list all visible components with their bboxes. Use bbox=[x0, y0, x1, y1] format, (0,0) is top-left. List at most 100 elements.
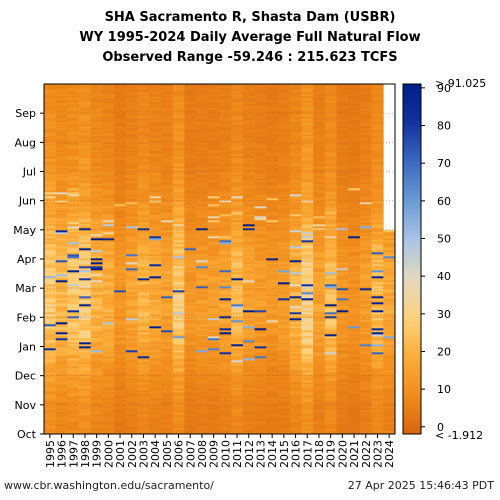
heatmap-cell bbox=[348, 114, 361, 117]
heatmap-cell bbox=[172, 158, 185, 161]
heatmap-cell bbox=[137, 340, 150, 343]
heatmap-cell bbox=[207, 216, 220, 219]
heatmap-cell bbox=[90, 264, 103, 267]
heatmap-cell bbox=[278, 390, 290, 393]
heatmap-cell bbox=[254, 122, 267, 125]
heatmap-cell bbox=[196, 206, 209, 209]
heatmap-cell bbox=[278, 124, 290, 127]
heatmap-cell bbox=[301, 220, 314, 223]
heatmap-cell bbox=[359, 378, 372, 381]
heatmap-cell bbox=[149, 208, 162, 211]
heatmap-cell bbox=[149, 336, 162, 339]
heatmap-cell bbox=[44, 280, 56, 283]
heatmap-cell bbox=[184, 116, 197, 119]
heatmap-cell bbox=[161, 142, 173, 145]
heatmap-cell bbox=[324, 296, 337, 299]
heatmap-cell bbox=[278, 240, 290, 243]
heatmap-cell bbox=[149, 364, 162, 367]
heatmap-cell bbox=[137, 240, 150, 243]
heatmap-cell bbox=[196, 424, 209, 427]
heatmap-cell bbox=[172, 102, 185, 105]
heatmap-cell bbox=[324, 418, 337, 421]
heatmap-cell bbox=[114, 350, 127, 353]
heatmap-cell bbox=[242, 152, 255, 155]
heatmap-cell bbox=[114, 180, 127, 183]
heatmap-cell bbox=[266, 168, 279, 171]
heatmap-cell bbox=[266, 404, 279, 407]
heatmap-cell bbox=[348, 370, 361, 373]
heatmap-cell bbox=[278, 284, 290, 287]
heatmap-cell bbox=[348, 130, 361, 133]
heatmap-cell bbox=[359, 150, 372, 153]
heatmap-cell bbox=[301, 100, 314, 103]
heatmap-cell bbox=[184, 224, 197, 227]
heatmap-cell bbox=[125, 428, 138, 431]
heatmap-cell bbox=[301, 152, 314, 155]
heatmap-cell bbox=[79, 128, 92, 131]
heatmap-cell bbox=[336, 224, 349, 227]
heatmap-cell bbox=[137, 160, 150, 163]
heatmap-cell bbox=[278, 396, 290, 399]
heatmap-cell bbox=[348, 94, 361, 97]
heatmap-cell bbox=[161, 148, 173, 151]
heatmap-cell bbox=[149, 280, 162, 283]
heatmap-cell bbox=[184, 276, 197, 279]
heatmap-cell bbox=[55, 228, 68, 231]
heatmap-cell bbox=[254, 128, 267, 131]
heatmap-cell bbox=[348, 296, 361, 299]
heatmap-cell bbox=[196, 346, 209, 349]
heatmap-cell bbox=[44, 396, 56, 399]
heatmap-cell bbox=[266, 276, 279, 279]
heatmap-cell bbox=[359, 276, 372, 279]
heatmap-cell bbox=[324, 170, 337, 173]
heatmap-cell bbox=[102, 218, 115, 221]
heatmap-cell bbox=[137, 324, 150, 327]
heatmap-cell bbox=[172, 114, 185, 117]
heatmap-cell bbox=[184, 182, 197, 185]
heatmap-cell bbox=[266, 332, 279, 335]
heatmap-cell bbox=[114, 426, 127, 429]
heatmap-cell bbox=[114, 414, 127, 417]
heatmap-cell bbox=[348, 430, 361, 433]
heatmap-cell bbox=[219, 360, 232, 363]
heatmap-cell bbox=[102, 84, 115, 87]
heatmap-cell bbox=[336, 94, 349, 97]
heatmap-cell bbox=[125, 254, 138, 257]
heatmap-cell bbox=[102, 268, 115, 271]
heatmap-cell bbox=[79, 396, 92, 399]
heatmap-cell bbox=[149, 222, 162, 225]
heatmap-cell bbox=[254, 98, 267, 101]
heatmap-cell bbox=[125, 198, 138, 201]
heatmap-cell bbox=[278, 358, 290, 361]
heatmap-cell bbox=[90, 274, 103, 277]
heatmap-cell bbox=[67, 280, 80, 283]
heatmap-cell bbox=[313, 118, 326, 121]
heatmap-cell bbox=[242, 228, 255, 231]
heatmap-cell bbox=[79, 212, 92, 215]
heatmap-cell bbox=[231, 122, 244, 125]
heatmap-cell bbox=[184, 344, 197, 347]
heatmap-cell bbox=[67, 432, 80, 435]
heatmap-cell bbox=[114, 274, 127, 277]
heatmap-cell bbox=[313, 84, 326, 87]
heatmap-cell bbox=[254, 134, 267, 137]
heatmap-cell bbox=[149, 256, 162, 259]
heatmap-cell bbox=[172, 174, 185, 177]
heatmap-cell bbox=[90, 410, 103, 413]
heatmap-cell bbox=[196, 286, 209, 289]
heatmap-cell bbox=[196, 220, 209, 223]
heatmap-cell bbox=[289, 226, 302, 229]
heatmap-cell bbox=[207, 148, 220, 151]
heatmap-cell bbox=[114, 118, 127, 121]
heatmap-cell bbox=[55, 150, 68, 153]
heatmap-cell bbox=[231, 256, 244, 259]
heatmap-cell bbox=[231, 360, 244, 363]
heatmap-cell bbox=[324, 92, 337, 95]
heatmap-cell bbox=[149, 104, 162, 107]
heatmap-cell bbox=[79, 192, 92, 195]
heatmap-cell bbox=[359, 282, 372, 285]
heatmap-cell bbox=[172, 320, 185, 323]
heatmap-cell bbox=[348, 362, 361, 365]
heatmap-cell bbox=[102, 180, 115, 183]
heatmap-cell bbox=[55, 346, 68, 349]
